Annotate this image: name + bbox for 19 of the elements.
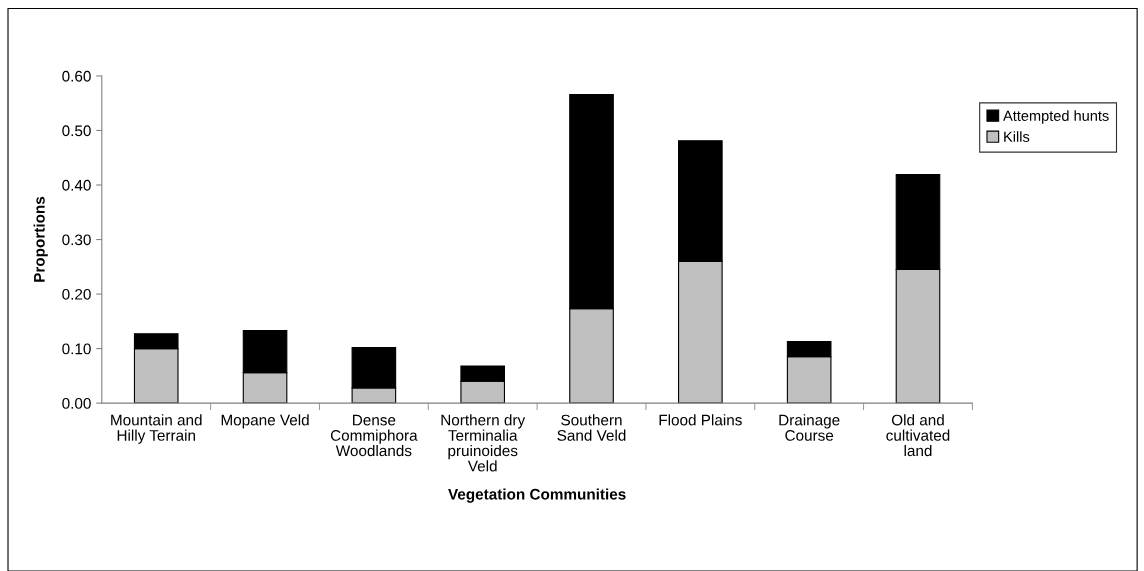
legend-label: Attempted hunts [1003,110,1109,124]
y-tick-label: 0.10 [62,343,91,355]
x-tick-label: Northern dry Terminalia pruinoides Veld [441,414,526,472]
y-tick-label: 0.00 [62,397,91,409]
y-tick-label: 0.20 [62,288,91,300]
x-tick-label: Southern Sand Veld [557,414,626,441]
x-tick-label: Drainage Course [779,414,840,441]
y-tick-label: 0.50 [62,125,91,137]
y-tick-label: 0.40 [62,179,91,191]
x-tick-label: Old and cultivated land [886,414,950,457]
y-tick-label: 0.60 [62,70,91,82]
x-tick-label: Dense Commiphora Woodlands [330,414,418,457]
x-axis-title: Vegetation Communities [448,488,626,503]
x-tick-label: Mopane Veld [221,414,309,429]
legend-label: Kills [1004,131,1030,142]
x-tick-label: Mountain and Hilly Terrain [111,414,202,444]
y-tick-label: 0.30 [62,234,91,246]
y-axis-title: Proportions [33,196,48,282]
x-tick-label: Flood Plains [659,414,742,426]
